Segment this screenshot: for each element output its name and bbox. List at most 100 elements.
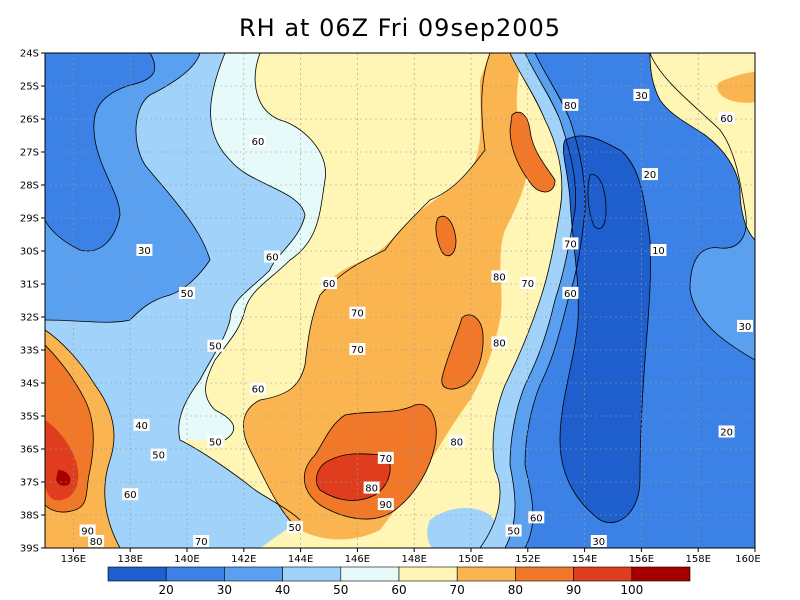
contour-label: 60 (252, 137, 265, 148)
colorbar-swatch (515, 566, 574, 582)
latitude-labels: 24S 25S 26S 27S 28S 29S 30S 31S 32S 33S 34S 35S 36S 3… (20, 49, 45, 555)
contour-line (649, 53, 755, 361)
contour-line (524, 53, 586, 548)
lon-tick-label: 150E (458, 554, 483, 565)
contour-label: 60 (530, 513, 543, 524)
contour-label-bg (136, 244, 153, 256)
contour-label: 60 (124, 490, 137, 501)
lon-tick-label: 154E (572, 554, 597, 565)
chart-title: RH at 06Z Fri 09sep2005 (238, 14, 562, 42)
contour-line (559, 135, 651, 523)
contour-label-bg (250, 135, 266, 148)
contour-label: 60 (564, 289, 577, 300)
contour-label: 80 (493, 338, 506, 349)
colorbar-swatch (573, 566, 633, 582)
map-fill (45, 53, 755, 548)
lon-tick-label: 158E (685, 554, 710, 565)
contour-label: 70 (351, 309, 364, 320)
lon-tick-label: 136E (61, 554, 86, 565)
colorbar: 20 30 40 50 60 70 80 90 100 (107, 566, 691, 597)
contour-label: 80 (493, 272, 506, 283)
north-red-region (510, 112, 555, 192)
contour-label-bg (207, 339, 224, 352)
contour-line (205, 53, 326, 441)
contour-label: 70 (564, 239, 577, 250)
contour-label-bg (377, 451, 394, 464)
contour-label: 60 (266, 253, 279, 264)
contour-label: 30 (739, 322, 752, 333)
colorbar-swatch (631, 566, 691, 582)
contour-label: 70 (195, 537, 208, 548)
lon-tick-label: 142E (231, 554, 256, 565)
contour-line (479, 53, 563, 548)
contour-label-bg (207, 435, 224, 448)
contour-label: 70 (521, 279, 534, 290)
contour-line (587, 174, 607, 229)
contour-label: 60 (252, 385, 265, 396)
contour-label-bg (519, 277, 536, 289)
contour-label: 30 (138, 246, 151, 257)
contour-label: 50 (209, 342, 222, 353)
contour-label: 70 (351, 345, 364, 356)
contour-line (243, 53, 491, 531)
colorbar-label: 20 (159, 583, 174, 597)
contour-label: 80 (450, 437, 463, 448)
contour-label-bg (321, 277, 337, 289)
lat-tick-label: 35S (20, 412, 39, 423)
contour-label-bg (349, 306, 366, 319)
lat-tick-label: 34S (20, 379, 39, 390)
lat-tick-label: 30S (20, 247, 39, 258)
contour-lines (45, 53, 755, 548)
lon-tick-label: 156E (629, 554, 654, 565)
lat-tick-label: 39S (20, 544, 39, 555)
west-dark-region (45, 53, 155, 251)
contour-label: 60 (720, 114, 733, 125)
lat-tick-label: 33S (20, 346, 39, 357)
east-darkest-region (587, 174, 606, 229)
ne-orange-region (717, 72, 755, 103)
lat-tick-label: 29S (20, 214, 39, 225)
contour-label-bg (377, 498, 394, 511)
contour-label-bg (737, 319, 753, 332)
colorbar-label: 80 (508, 583, 523, 597)
colorbar-swatch (224, 566, 283, 582)
contour-label-bg (650, 244, 667, 256)
contour-label-bg (79, 524, 96, 537)
lon-tick-label: 160E (735, 554, 760, 565)
lon-tick-label: 140E (174, 554, 199, 565)
lat-tick-label: 27S (20, 148, 39, 159)
contour-line (435, 215, 457, 257)
contour-label-bg (250, 382, 266, 395)
contour-label: 30 (635, 91, 648, 102)
colorbar-label: 50 (333, 583, 348, 597)
colorbar-swatch (107, 566, 167, 582)
contour-label: 40 (135, 421, 148, 432)
lon-tick-label: 148E (401, 554, 426, 565)
colorbar-label: 90 (566, 583, 581, 597)
colorbar-swatch (456, 566, 516, 582)
lat-tick-label: 26S (20, 115, 39, 126)
contour-label-bg (633, 88, 650, 101)
contour-label: 90 (81, 527, 94, 538)
contour-label: 20 (720, 428, 733, 439)
map-frame (44, 52, 756, 549)
contour-label-bg (528, 511, 545, 524)
lon-tick-label: 144E (288, 554, 313, 565)
contour-label: 50 (152, 451, 165, 462)
colorbar-swatch (340, 566, 400, 582)
contour-label: 80 (564, 101, 577, 112)
colorbar-swatch (398, 566, 458, 582)
lon-tick-label: 146E (345, 554, 370, 565)
contour-label-bg (286, 521, 303, 534)
lon-tick-label: 152E (515, 554, 540, 565)
colorbar-swatch (165, 566, 225, 582)
contour-label: 80 (365, 484, 378, 495)
lon-tick-label: 138E (117, 554, 142, 565)
contour-label-bg (133, 418, 150, 431)
contour-label-bg (718, 425, 735, 438)
lat-tick-label: 28S (20, 181, 39, 192)
contour-label: 10 (652, 246, 665, 257)
colorbar-label: 60 (391, 583, 406, 597)
colorbar-label: 40 (275, 583, 290, 597)
contour-line (45, 53, 211, 323)
